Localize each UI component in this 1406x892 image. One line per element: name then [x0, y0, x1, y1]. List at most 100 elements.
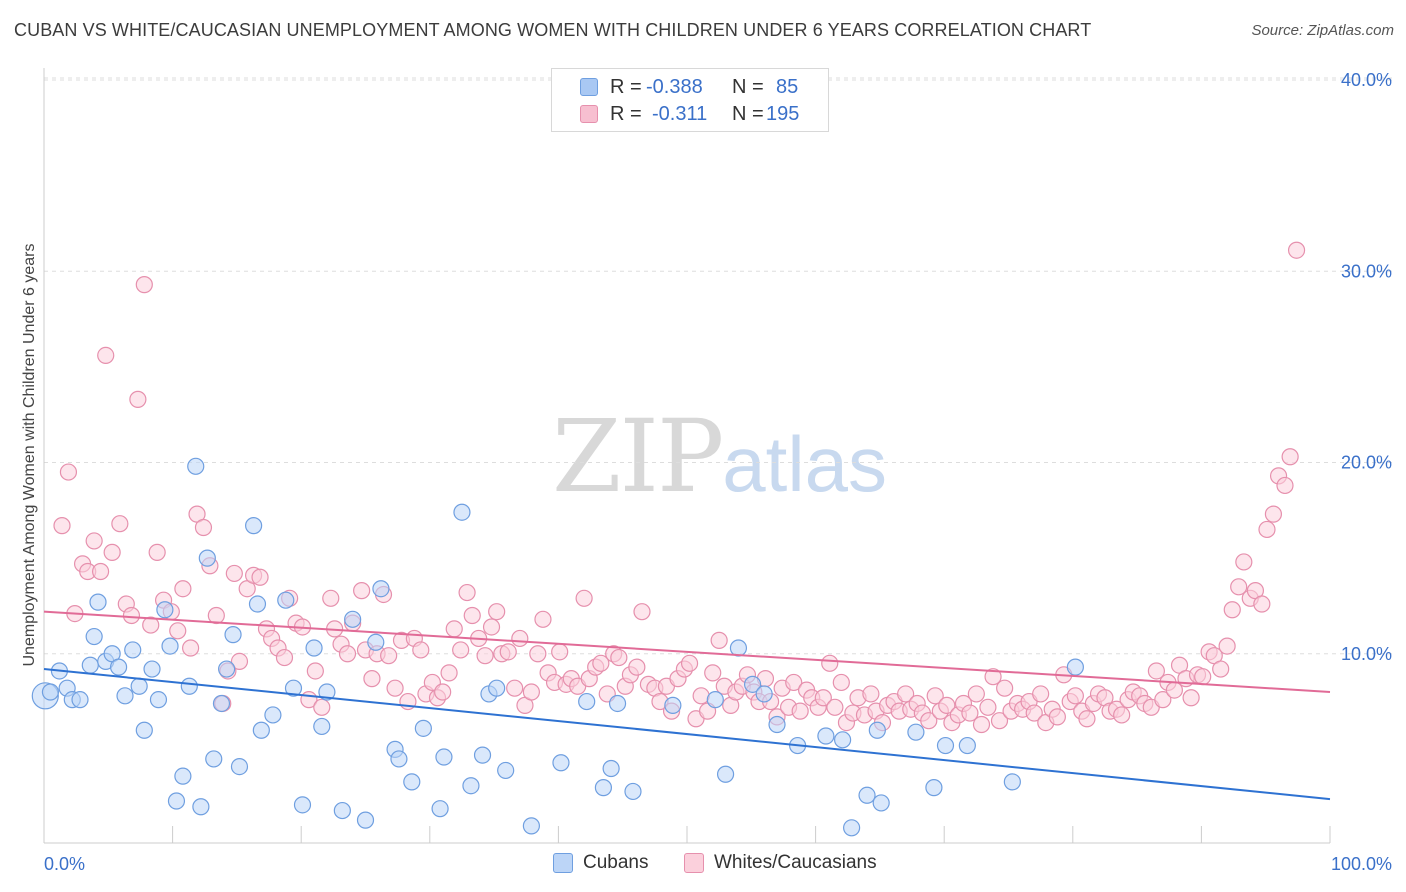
data-point [97, 346, 115, 364]
data-point [85, 627, 103, 646]
data-point [1276, 476, 1294, 495]
data-point [305, 639, 323, 657]
data-point [499, 643, 517, 661]
data-point [608, 694, 627, 713]
data-point [224, 626, 242, 644]
data-point [610, 648, 628, 667]
data-point [984, 668, 1002, 686]
data-point [907, 723, 925, 741]
data-point [522, 817, 540, 835]
data-point [277, 591, 295, 609]
data-point [834, 731, 852, 749]
data-point [230, 757, 249, 776]
data-point [476, 647, 494, 665]
grid-lines [44, 77, 1392, 655]
data-point [920, 712, 938, 730]
data-point [1287, 241, 1306, 259]
data-point [791, 702, 809, 720]
series-whites-caucasians [53, 241, 1306, 734]
data-point [194, 518, 213, 537]
data-point [434, 683, 452, 701]
data-point [628, 658, 646, 676]
data-point [1212, 660, 1230, 678]
data-point [156, 601, 174, 619]
legend-swatch-cubans [553, 853, 573, 873]
data-point [452, 641, 470, 659]
data-point [453, 503, 471, 521]
legend-label-cubans: Cubans [583, 852, 649, 873]
data-point [936, 736, 955, 755]
data-point [187, 457, 205, 475]
data-point [338, 645, 357, 663]
data-point [996, 679, 1014, 697]
r-value: -0.388 [646, 76, 703, 98]
data-point [972, 715, 991, 734]
legend-swatch-cubans [580, 78, 598, 96]
data-point [743, 675, 762, 693]
data-point [1182, 689, 1200, 707]
data-point [529, 645, 547, 663]
data-point [624, 782, 642, 801]
data-point [1025, 704, 1043, 722]
data-point [473, 746, 492, 764]
legend-swatch-whites [684, 853, 704, 873]
data-point [161, 637, 179, 655]
data-point [218, 660, 236, 678]
data-point [488, 679, 506, 697]
data-point [322, 589, 340, 607]
data-point [868, 721, 886, 739]
data-point [85, 532, 103, 550]
correlation-legend: R = -0.388 N = 85 R = -0.311 N = 195 [551, 68, 829, 132]
data-point [1264, 505, 1283, 523]
data-point [463, 606, 481, 625]
data-point [135, 721, 153, 739]
legend-row-cubans: R = -0.388 N = 85 [552, 74, 828, 100]
data-point [318, 683, 336, 701]
data-point [313, 717, 331, 736]
data-point [431, 800, 449, 818]
chart-title: CUBAN VS WHITE/CAUCASIAN UNEMPLOYMENT AM… [14, 20, 1092, 40]
y-tick-label: 30.0% [1341, 261, 1392, 281]
data-point [1194, 668, 1212, 686]
data-point [252, 721, 270, 739]
data-point [440, 664, 458, 682]
data-point [367, 633, 385, 651]
data-point [1230, 578, 1248, 596]
data-point [198, 549, 216, 567]
data-point [116, 687, 134, 705]
data-point [1078, 710, 1096, 728]
trend-lines [43, 610, 1331, 801]
data-point [174, 580, 192, 598]
data-point [1223, 601, 1241, 619]
data-point [89, 593, 107, 611]
data-point [148, 543, 166, 561]
data-point [380, 647, 398, 665]
data-point [961, 704, 979, 722]
data-point [768, 715, 786, 734]
data-point [109, 658, 128, 676]
data-point [1218, 637, 1236, 655]
data-point [926, 687, 944, 705]
data-point [938, 696, 956, 714]
data-point [356, 811, 375, 829]
axes [43, 68, 1331, 844]
data-point [602, 759, 620, 778]
data-point [293, 796, 312, 814]
data-point [967, 685, 985, 703]
data-point [1113, 706, 1131, 724]
data-point [207, 606, 225, 625]
data-point [680, 654, 699, 672]
data-point [578, 692, 596, 711]
tick-labels: 10.0% 20.0% 30.0% 40.0% 0.0% 100.0% [44, 70, 1392, 874]
y-tick-label: 20.0% [1341, 453, 1392, 473]
data-point [275, 648, 294, 667]
data-point [925, 779, 943, 797]
data-point [390, 750, 408, 768]
data-point [81, 656, 99, 674]
data-point [333, 801, 351, 820]
data-point [551, 643, 569, 661]
data-point [124, 641, 142, 659]
data-point [482, 618, 501, 636]
data-point [53, 517, 71, 535]
